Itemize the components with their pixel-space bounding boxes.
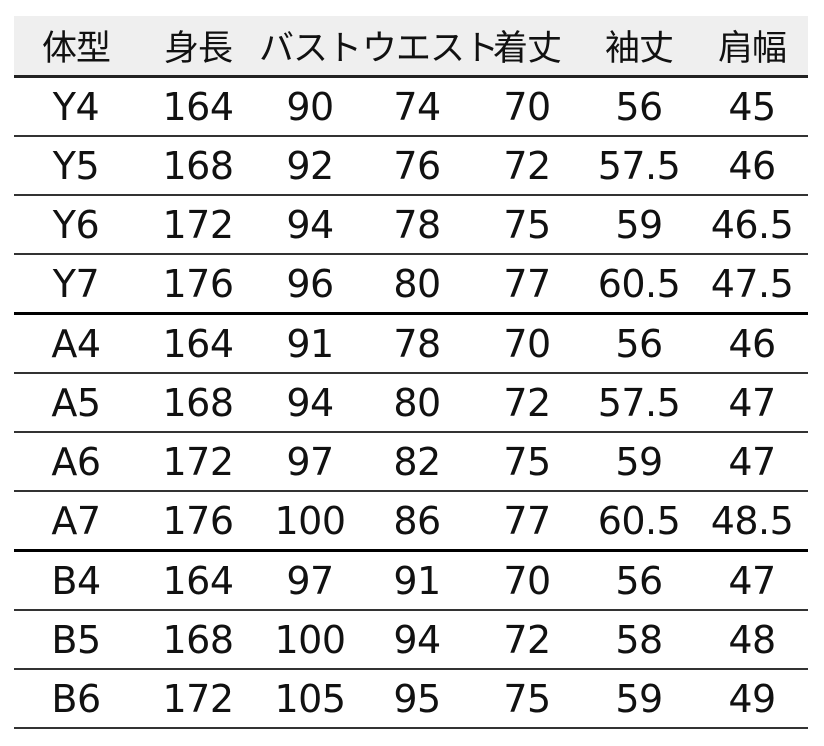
measurement-cell: 77 (472, 491, 582, 552)
measurement-cell: 47 (696, 550, 808, 611)
measurement-cell: 172 (138, 195, 258, 255)
measurement-cell: 176 (138, 254, 258, 315)
measurement-cell: 94 (362, 610, 472, 670)
measurement-cell: 172 (138, 669, 258, 729)
measurement-cell: 75 (472, 669, 582, 729)
table-row: A6 172 97 82 75 59 47 (14, 432, 808, 492)
measurement-cell: 75 (472, 432, 582, 492)
table-row: Y5 168 92 76 72 57.5 46 (14, 136, 808, 196)
column-header: バスト (258, 16, 362, 78)
size-type-cell: Y4 (14, 76, 138, 137)
measurement-cell: 46.5 (696, 195, 808, 255)
measurement-cell: 100 (258, 610, 362, 670)
size-chart-table: 体型 身長 バスト ウエスト 着丈 袖丈 肩幅 Y4 164 90 74 70 56 45 Y5 168 92… (14, 16, 808, 729)
table-row: B6 172 105 95 75 59 49 (14, 669, 808, 729)
measurement-cell: 80 (362, 373, 472, 433)
measurement-cell: 70 (472, 313, 582, 374)
column-header: 身長 (138, 16, 258, 78)
measurement-cell: 74 (362, 76, 472, 137)
measurement-cell: 72 (472, 136, 582, 196)
size-type-cell: B6 (14, 669, 138, 729)
measurement-cell: 75 (472, 195, 582, 255)
measurement-cell: 59 (582, 195, 696, 255)
header-row: 体型 身長 バスト ウエスト 着丈 袖丈 肩幅 (14, 16, 808, 78)
measurement-cell: 164 (138, 76, 258, 137)
measurement-cell: 48.5 (696, 491, 808, 552)
size-type-cell: A4 (14, 313, 138, 374)
size-type-cell: A5 (14, 373, 138, 433)
measurement-cell: 47 (696, 373, 808, 433)
measurement-cell: 59 (582, 669, 696, 729)
measurement-cell: 56 (582, 313, 696, 374)
measurement-cell: 60.5 (582, 491, 696, 552)
measurement-cell: 164 (138, 313, 258, 374)
table-row: B4 164 97 91 70 56 47 (14, 550, 808, 611)
measurement-cell: 59 (582, 432, 696, 492)
measurement-cell: 56 (582, 550, 696, 611)
measurement-cell: 82 (362, 432, 472, 492)
measurement-cell: 172 (138, 432, 258, 492)
size-type-cell: Y7 (14, 254, 138, 315)
measurement-cell: 60.5 (582, 254, 696, 315)
measurement-cell: 45 (696, 76, 808, 137)
measurement-cell: 164 (138, 550, 258, 611)
column-header: 袖丈 (582, 16, 696, 78)
measurement-cell: 48 (696, 610, 808, 670)
table-row: Y7 176 96 80 77 60.5 47.5 (14, 254, 808, 315)
measurement-cell: 78 (362, 195, 472, 255)
measurement-cell: 91 (362, 550, 472, 611)
measurement-cell: 80 (362, 254, 472, 315)
size-type-cell: B5 (14, 610, 138, 670)
size-type-cell: A6 (14, 432, 138, 492)
measurement-cell: 95 (362, 669, 472, 729)
table-row: A7 176 100 86 77 60.5 48.5 (14, 491, 808, 552)
size-type-cell: B4 (14, 550, 138, 611)
size-type-cell: Y6 (14, 195, 138, 255)
measurement-cell: 70 (472, 76, 582, 137)
measurement-cell: 105 (258, 669, 362, 729)
measurement-cell: 92 (258, 136, 362, 196)
measurement-cell: 46 (696, 136, 808, 196)
column-header: ウエスト (362, 16, 499, 78)
size-type-cell: A7 (14, 491, 138, 552)
measurement-cell: 47 (696, 432, 808, 492)
measurement-cell: 57.5 (582, 373, 696, 433)
measurement-cell: 57.5 (582, 136, 696, 196)
measurement-cell: 86 (362, 491, 472, 552)
measurement-cell: 70 (472, 550, 582, 611)
table-row: Y6 172 94 78 75 59 46.5 (14, 195, 808, 255)
measurement-cell: 47.5 (696, 254, 808, 315)
measurement-cell: 77 (472, 254, 582, 315)
column-header: 肩幅 (696, 16, 808, 78)
column-header: 着丈 (472, 16, 582, 78)
measurement-cell: 168 (138, 136, 258, 196)
measurement-cell: 78 (362, 313, 472, 374)
measurement-cell: 176 (138, 491, 258, 552)
measurement-cell: 76 (362, 136, 472, 196)
measurement-cell: 94 (258, 195, 362, 255)
measurement-cell: 72 (472, 610, 582, 670)
measurement-cell: 58 (582, 610, 696, 670)
measurement-cell: 49 (696, 669, 808, 729)
measurement-cell: 90 (258, 76, 362, 137)
measurement-cell: 56 (582, 76, 696, 137)
measurement-cell: 72 (472, 373, 582, 433)
measurement-cell: 94 (258, 373, 362, 433)
measurement-cell: 168 (138, 373, 258, 433)
table-row: B5 168 100 94 72 58 48 (14, 610, 808, 670)
measurement-cell: 91 (258, 313, 362, 374)
measurement-cell: 46 (696, 313, 808, 374)
table-row: Y4 164 90 74 70 56 45 (14, 76, 808, 137)
table-row: A5 168 94 80 72 57.5 47 (14, 373, 808, 433)
column-header: 体型 (14, 16, 138, 78)
table-row: A4 164 91 78 70 56 46 (14, 313, 808, 374)
measurement-cell: 168 (138, 610, 258, 670)
measurement-cell: 97 (258, 550, 362, 611)
measurement-cell: 100 (258, 491, 362, 552)
measurement-cell: 96 (258, 254, 362, 315)
measurement-cell: 97 (258, 432, 362, 492)
size-type-cell: Y5 (14, 136, 138, 196)
